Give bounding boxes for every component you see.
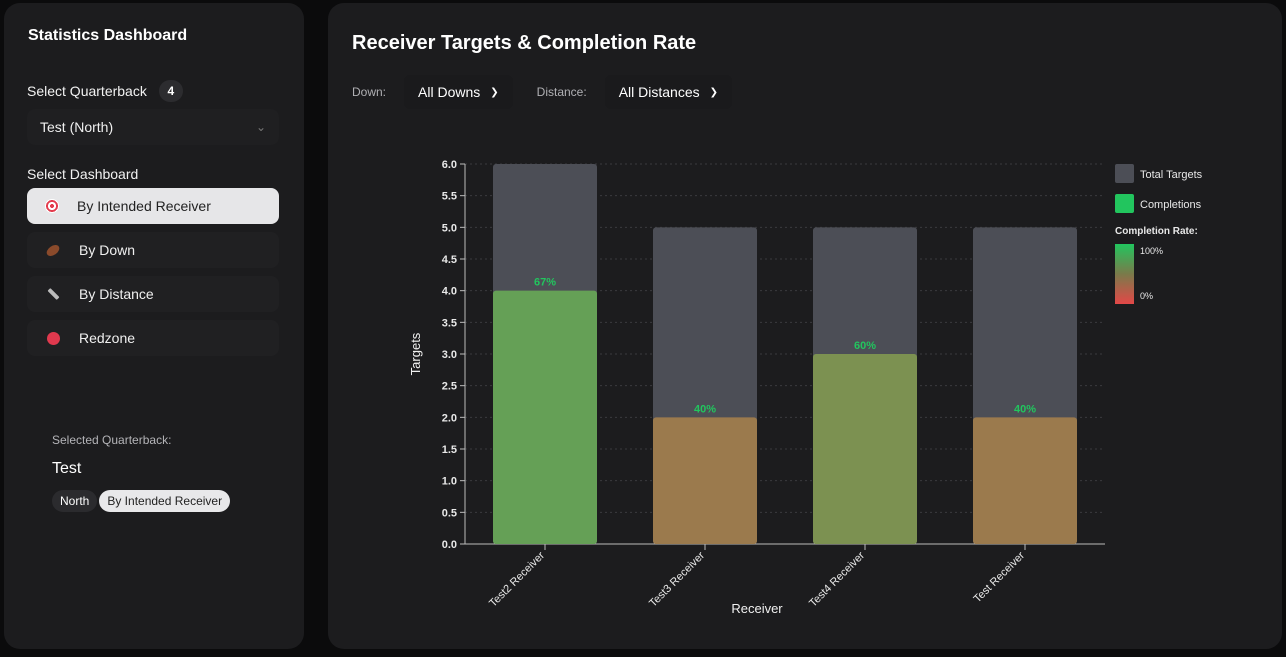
x-tick-label: Test2 Receiver (487, 549, 547, 609)
red-circle-icon (45, 330, 61, 346)
sidebar-title: Statistics Dashboard (28, 27, 188, 44)
y-tick-label: 2.0 (442, 412, 457, 424)
completion-rate-gradient (1115, 244, 1134, 304)
nav-item-label: By Distance (79, 286, 154, 302)
legend-gradient-high: 100% (1140, 246, 1163, 256)
legend-label-completions: Completions (1140, 199, 1202, 211)
ruler-icon (45, 286, 61, 302)
quarterback-select-value: Test (North) (40, 119, 114, 135)
quarterback-select[interactable]: Test (North) ⌄ (27, 109, 279, 145)
nav-item-redzone[interactable]: Redzone (27, 320, 279, 356)
y-tick-label: 6.0 (442, 159, 457, 171)
selected-quarterback-name: Test (52, 460, 82, 477)
completion-rate-label: 60% (854, 340, 876, 352)
y-tick-label: 2.5 (442, 381, 457, 393)
y-axis-title: Targets (408, 332, 423, 375)
x-tick-label: Test4 Receiver (807, 549, 867, 609)
y-tick-label: 5.5 (442, 191, 457, 203)
y-tick-label: 0.5 (442, 507, 457, 519)
y-tick-label: 5.0 (442, 222, 457, 234)
y-tick-label: 1.0 (442, 476, 457, 488)
chevron-down-icon: ⌄ (255, 120, 266, 134)
nav-item-by-down[interactable]: By Down (27, 232, 279, 268)
completion-rate-label: 40% (1014, 403, 1036, 415)
legend-swatch-total-targets (1115, 164, 1134, 183)
x-tick-label: Test3 Receiver (647, 549, 707, 609)
dashboard-tag: By Intended Receiver (99, 490, 231, 512)
completions-bar (813, 354, 917, 544)
distance-filter-select[interactable]: All Distances ❯ (604, 75, 732, 109)
selected-quarterback-panel: Selected Quarterback: Test North By Inte… (52, 433, 282, 512)
selected-quarterback-label: Selected Quarterback: (52, 433, 172, 447)
sidebar: Statistics Dashboard Select Quarterback … (4, 3, 304, 649)
completion-rate-label: 40% (694, 403, 716, 415)
legend-label-total-targets: Total Targets (1140, 169, 1203, 181)
quarterback-count-badge: 4 (158, 80, 183, 102)
y-tick-label: 0.0 (442, 539, 457, 551)
football-icon (44, 242, 62, 258)
dashboard-nav: By Intended Receiver By Down By Distance… (27, 188, 279, 364)
main-panel: Receiver Targets & Completion Rate Down:… (328, 3, 1282, 649)
distance-filter-value: All Distances (618, 84, 700, 100)
chevron-down-icon: ❯ (490, 86, 499, 98)
selected-tags: North By Intended Receiver (52, 490, 282, 512)
legend-swatch-completions (1115, 194, 1134, 213)
nav-item-label: By Intended Receiver (77, 198, 211, 214)
receiver-chart: 0.0 0.5 1.0 1.5 2.0 2.5 3.0 3.5 4.0 4.5 5.0 5.5 6.0 6… (408, 159, 1203, 616)
completion-rate-label: 67% (534, 277, 556, 289)
down-filter-select[interactable]: All Downs ❯ (404, 75, 513, 109)
x-tick-label: Test Receiver (972, 549, 1028, 605)
down-filter-value: All Downs (418, 84, 481, 100)
chevron-down-icon: ❯ (709, 86, 718, 98)
y-tick-label: 1.5 (442, 444, 457, 456)
target-icon (45, 199, 59, 213)
dashboard-label: Select Dashboard (27, 166, 139, 182)
y-tick-label: 3.5 (442, 317, 457, 329)
nav-item-label: Redzone (79, 330, 136, 346)
nav-item-by-distance[interactable]: By Distance (27, 276, 279, 312)
x-axis-title: Receiver (731, 601, 783, 616)
completions-bar (973, 417, 1077, 544)
down-filter-label: Down: (352, 85, 387, 99)
legend-gradient-low: 0% (1140, 291, 1153, 301)
nav-item-by-intended-receiver[interactable]: By Intended Receiver (27, 188, 279, 224)
team-tag: North (52, 490, 98, 512)
legend-gradient-title: Completion Rate: (1115, 226, 1198, 237)
y-tick-label: 4.5 (442, 254, 457, 266)
completions-bar (493, 290, 597, 544)
completions-bar (653, 417, 757, 544)
nav-item-label: By Down (79, 242, 136, 258)
filter-bar: Down: All Downs ❯ Distance: All Distance… (352, 75, 756, 109)
quarterback-label-text: Select Quarterback (27, 83, 147, 99)
y-tick-label: 4.0 (442, 286, 457, 298)
page-title: Receiver Targets & Completion Rate (352, 32, 697, 54)
y-tick-label: 3.0 (442, 349, 457, 361)
quarterback-label: Select Quarterback 4 (27, 80, 183, 102)
distance-filter-label: Distance: (536, 85, 587, 99)
